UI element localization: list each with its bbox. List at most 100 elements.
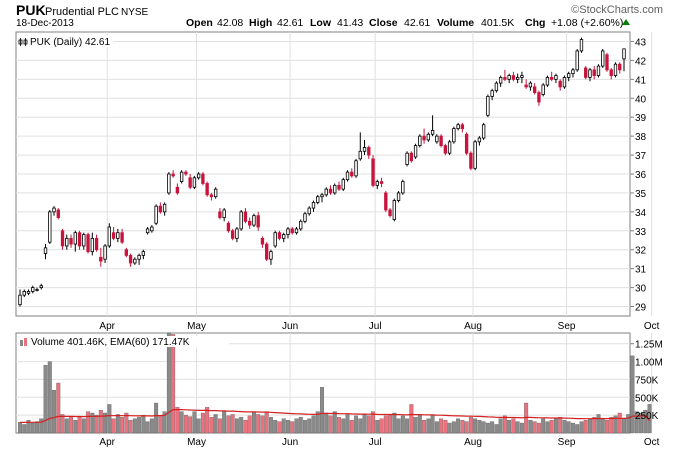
month-label: May — [187, 321, 206, 332]
candle-body — [65, 237, 69, 247]
candle — [299, 219, 303, 231]
month-label: Sep — [558, 321, 576, 332]
candle — [452, 126, 456, 144]
price-tick-label: 43 — [635, 37, 647, 48]
month-label: Jul — [369, 321, 382, 332]
month-label: Jun — [282, 321, 298, 332]
candle-body — [209, 194, 214, 198]
volume-bar — [451, 421, 456, 434]
volume-bar — [405, 418, 410, 434]
candle — [205, 181, 209, 197]
volume-bar — [111, 418, 116, 434]
volume-bar — [103, 412, 108, 434]
volume-bar — [18, 422, 22, 434]
candle — [575, 49, 579, 72]
volume-bar — [307, 418, 312, 434]
candle-body — [320, 194, 324, 198]
candle-body — [294, 228, 299, 234]
candle — [277, 230, 282, 241]
volume-bar — [417, 414, 422, 434]
volume-bar — [22, 424, 27, 434]
volume-bar — [498, 418, 503, 434]
candle-body — [299, 220, 303, 230]
candle-body — [592, 69, 596, 76]
candle — [290, 227, 294, 235]
candle-body — [239, 211, 243, 230]
volume-bar — [354, 415, 358, 434]
candle-body — [286, 228, 290, 235]
candle-body — [171, 173, 175, 177]
volume-bar — [630, 355, 635, 434]
volume-bar — [107, 404, 112, 434]
volume-bar — [145, 421, 150, 434]
candle-body — [60, 230, 65, 247]
candle-body — [503, 77, 507, 80]
volume-bar — [532, 421, 537, 434]
candle — [39, 283, 43, 290]
candle — [571, 67, 575, 78]
volume-bar — [371, 411, 375, 434]
volume-month-label: Aug — [464, 437, 482, 448]
candle — [103, 244, 107, 263]
candle — [609, 67, 613, 80]
candle-body — [469, 152, 473, 169]
candle-body — [82, 234, 86, 247]
volume-bar — [549, 419, 554, 434]
volume-bar — [73, 419, 78, 434]
candle — [354, 158, 358, 178]
volume-bar — [477, 419, 482, 434]
candle-body — [120, 232, 124, 243]
candle — [141, 249, 146, 260]
candle — [192, 175, 197, 190]
candle — [184, 170, 188, 176]
candle-body — [35, 289, 39, 291]
candle-body — [605, 54, 609, 71]
candle — [507, 73, 511, 84]
candle-body — [524, 84, 528, 88]
candle — [528, 81, 533, 91]
candle-body — [460, 124, 465, 129]
volume-value: 401.5K — [481, 17, 514, 29]
candle-body — [111, 232, 116, 239]
volume-bar — [596, 414, 601, 434]
candle-body — [379, 181, 384, 184]
candle-body — [307, 207, 311, 215]
volume-bar — [485, 422, 490, 434]
candle — [328, 185, 333, 195]
candle-body — [222, 209, 226, 218]
candle-body — [73, 232, 77, 245]
candle-body — [128, 255, 133, 264]
candle-body — [537, 92, 541, 103]
candle-body — [473, 141, 477, 169]
candle-body — [384, 192, 388, 211]
volume-bar — [320, 387, 324, 434]
volume-month-label: Oct — [644, 437, 660, 448]
candle-body — [282, 234, 286, 239]
candle-body — [362, 147, 367, 152]
volume-bar — [81, 418, 86, 434]
candle-body — [218, 211, 222, 218]
volume-legend: Volume 401.46K, EMA(60) 171.47K — [19, 336, 229, 348]
price-x-axis: AprMayJunJulAugSepOctNovDec — [99, 321, 659, 332]
candle-body — [481, 124, 486, 139]
volume-bar — [609, 417, 614, 434]
volume-bar — [205, 407, 210, 434]
candle — [324, 187, 328, 197]
volume-bar — [349, 419, 354, 434]
candle — [65, 234, 69, 250]
candle-body — [371, 158, 375, 186]
volume-bar — [26, 419, 31, 434]
volume-bar — [490, 421, 495, 434]
candle-body — [184, 171, 188, 175]
candle-body — [133, 258, 137, 264]
volume-bar — [468, 417, 473, 434]
candle-body — [341, 179, 345, 190]
volume-bar — [230, 414, 235, 434]
candle-body — [213, 188, 218, 198]
candle — [367, 145, 371, 159]
price-tick-label: 30 — [635, 284, 647, 295]
volume-bar — [332, 411, 337, 434]
candle — [558, 79, 562, 91]
price-tick-label: 38 — [635, 132, 647, 143]
volume-tick-label: 250K — [635, 411, 659, 422]
